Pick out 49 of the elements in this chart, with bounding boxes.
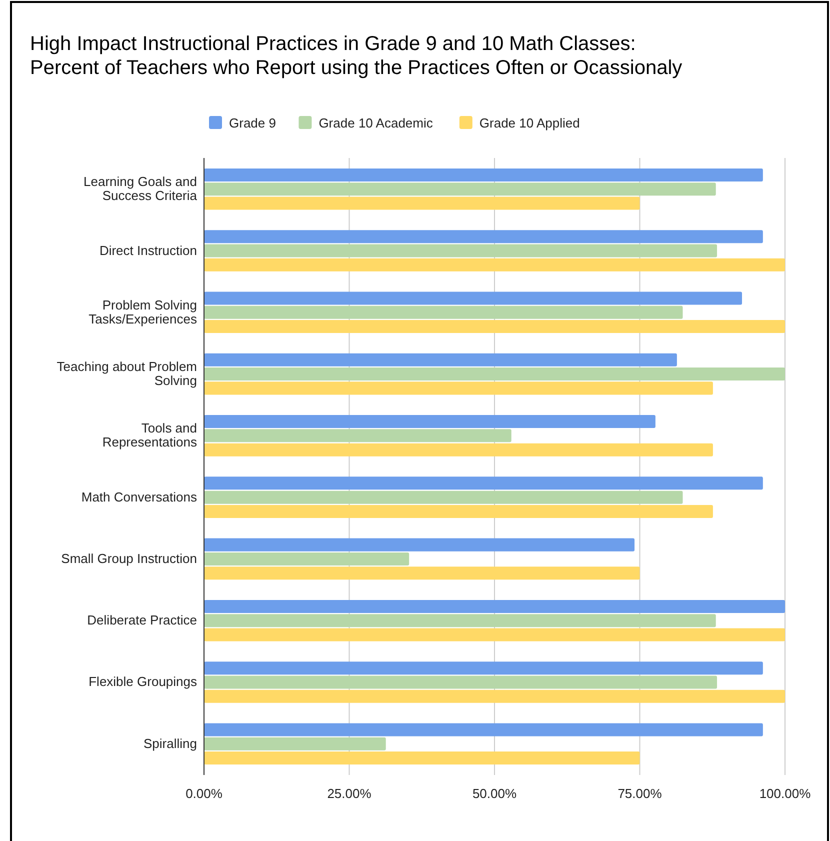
- y-tick-label: Direct Instruction: [99, 242, 197, 258]
- y-tick-label: Spiralling: [144, 736, 197, 751]
- bar: [204, 600, 785, 613]
- y-tick-label: Learning Goals and Success Criteria: [84, 174, 198, 204]
- legend-label: Grade 10 Academic: [318, 116, 434, 130]
- bar: [204, 196, 640, 210]
- y-tick-label: Problem Solving Tasks/Experiences: [88, 297, 198, 326]
- bar: [204, 182, 716, 196]
- y-tick-label: Flexible Groupings: [88, 674, 198, 690]
- bar: [204, 306, 683, 319]
- y-tick-label: Deliberate Practice: [87, 612, 197, 628]
- bar: [204, 662, 763, 675]
- legend-label: Grade 10 Applied: [479, 116, 580, 130]
- bar: [204, 737, 386, 750]
- bar: [204, 353, 677, 366]
- bar: [204, 368, 785, 381]
- bar: [204, 320, 785, 334]
- bar: [204, 415, 656, 428]
- bar: [204, 244, 718, 258]
- bar: [204, 490, 683, 504]
- bar: [204, 382, 713, 395]
- bar: [204, 292, 742, 305]
- bar: [204, 723, 763, 736]
- legend-label: Grade 9: [229, 116, 276, 130]
- bar: [204, 690, 785, 703]
- bar: [204, 614, 716, 628]
- x-tick-label: 50.00%: [472, 786, 517, 801]
- bar: [204, 443, 713, 456]
- bar: [204, 429, 512, 442]
- bar: [204, 538, 635, 552]
- bar: [204, 476, 763, 490]
- bar: [204, 676, 718, 689]
- x-tick-label: 25.00%: [327, 786, 372, 801]
- bar: [204, 752, 640, 765]
- chart-title: High Impact Instructional Practices in Grade 9 and 10 Math Classes: Percent of Teachers who Report using the Practices Often or Ocassionaly: [30, 33, 682, 79]
- bar: [204, 566, 640, 580]
- y-tick-label: Small Group Instruction: [61, 550, 197, 566]
- x-tick-label: 75.00%: [618, 786, 662, 801]
- bar: [204, 504, 713, 518]
- bar: [204, 258, 785, 272]
- x-tick-label: 0.00%: [186, 786, 223, 801]
- bar: [204, 552, 410, 566]
- y-tick-label: Teaching about Problem Solving: [56, 359, 197, 388]
- bar: [204, 230, 763, 244]
- bar: [204, 628, 785, 642]
- y-tick-label: Tools and Representations: [102, 420, 198, 450]
- y-tick-label: Math Conversations: [81, 489, 198, 504]
- x-tick-label: 100.00%: [759, 786, 812, 801]
- bar: [204, 168, 763, 182]
